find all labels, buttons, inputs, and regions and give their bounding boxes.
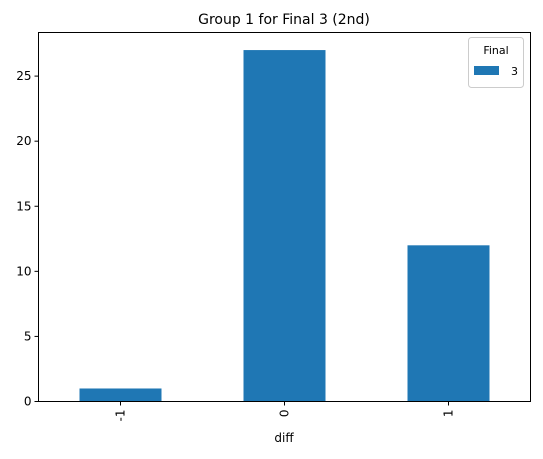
legend: Final 3 bbox=[468, 37, 524, 88]
y-tick-label: 15 bbox=[16, 199, 31, 213]
bar-0 bbox=[243, 50, 326, 402]
x-tick-label: 0 bbox=[278, 410, 292, 418]
x-axis-ticks: -1 0 1 bbox=[114, 401, 456, 422]
x-axis-label: diff bbox=[274, 431, 294, 445]
bars-layer bbox=[79, 50, 490, 402]
y-tick-label: 25 bbox=[16, 69, 31, 83]
y-tick-label: 20 bbox=[16, 134, 31, 148]
y-tick-label: 10 bbox=[16, 264, 31, 278]
y-axis-ticks: 0 5 10 15 20 25 bbox=[16, 69, 39, 409]
bar--1 bbox=[79, 388, 162, 402]
y-tick-label: 0 bbox=[24, 395, 32, 409]
legend-swatch bbox=[474, 66, 499, 75]
legend-title: Final bbox=[483, 44, 508, 57]
plot-frame bbox=[38, 32, 531, 402]
y-tick-label: 5 bbox=[24, 329, 32, 343]
x-tick-label: 1 bbox=[442, 410, 456, 418]
x-tick-label: -1 bbox=[114, 410, 128, 422]
legend-entry-label: 3 bbox=[511, 65, 518, 78]
bar-1 bbox=[407, 245, 490, 402]
chart-title: Group 1 for Final 3 (2nd) bbox=[198, 12, 370, 28]
